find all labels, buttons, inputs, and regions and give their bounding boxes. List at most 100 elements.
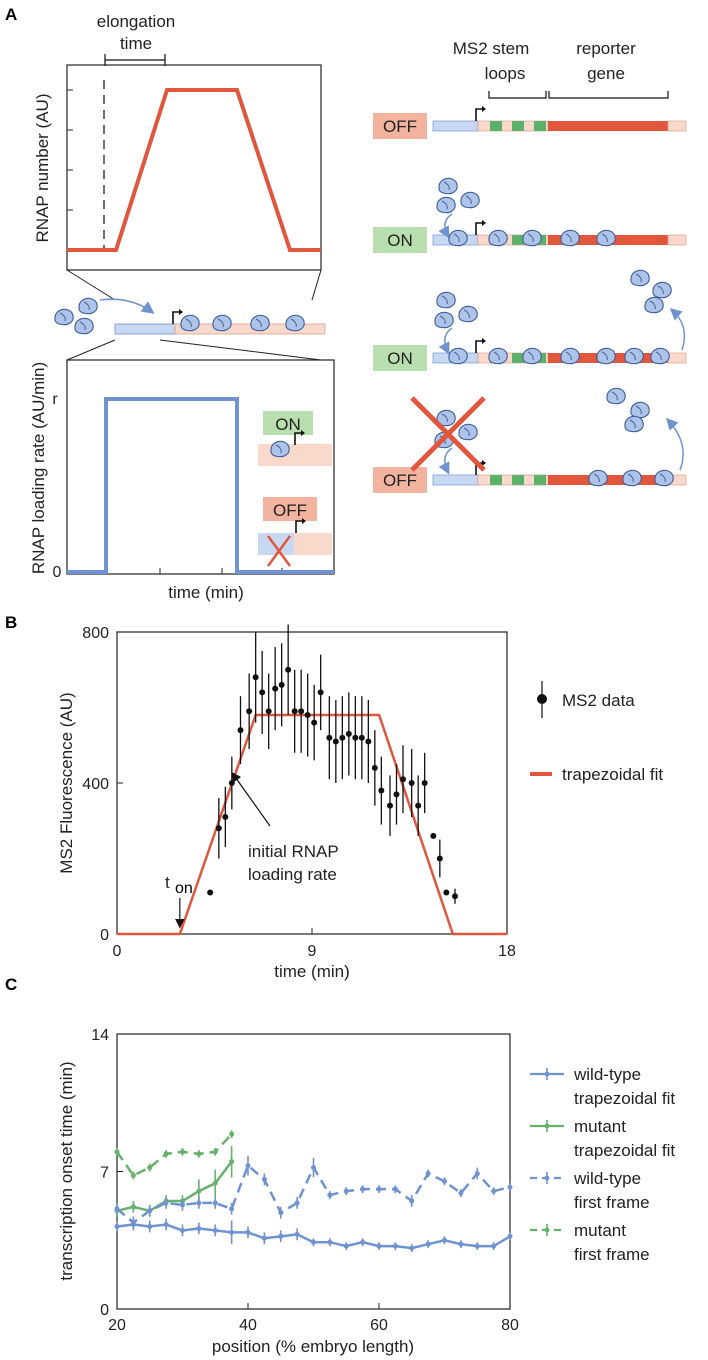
series-point [507, 1184, 513, 1190]
c-xtick-label: 60 [370, 1317, 388, 1334]
series-point [245, 1163, 251, 1169]
series-point [229, 1206, 235, 1212]
loading-rate-plot: r 0 RNAP loading rate (AU/min) time (min… [29, 359, 335, 602]
legend-label-line1: wild-type [573, 1169, 641, 1188]
series-point [229, 1159, 235, 1165]
series-point [311, 1239, 316, 1245]
series-point [343, 1188, 349, 1194]
series-point [163, 1222, 169, 1228]
series-point [147, 1224, 153, 1229]
ms2-data-point [365, 738, 372, 745]
b-xtick-label: 18 [498, 943, 516, 960]
series-point [278, 1233, 284, 1239]
series-point [130, 1172, 136, 1178]
series-point [294, 1231, 300, 1237]
state-row-1: OFF [373, 105, 687, 139]
legend-label-line2: trapezoidal fit [574, 1141, 675, 1160]
ms2-data-point [228, 780, 235, 786]
series-point [212, 1227, 218, 1233]
series-point [245, 1229, 251, 1235]
series-point [196, 1200, 202, 1206]
ms2-data-point [345, 730, 352, 737]
series-point [392, 1243, 398, 1249]
ms2-data-point [393, 791, 400, 798]
series-point [196, 1188, 202, 1194]
series-point [376, 1243, 382, 1249]
state-box [373, 227, 427, 253]
ms2-data-point [408, 780, 415, 786]
annotation-line1: initial RNAP [248, 842, 339, 861]
c-ytick-label: 7 [100, 1165, 109, 1182]
elongation-label-line1: elongation [97, 12, 175, 31]
b-ytick-label: 0 [100, 927, 109, 944]
series-line [116, 1160, 233, 1213]
ms2-data-point [265, 708, 272, 715]
legend-label-line2: trapezoidal fit [574, 1089, 675, 1108]
series-point [376, 1186, 382, 1192]
panel-b-ylabel: MS2 Fluorescence (AU) [57, 692, 76, 873]
ms2-data-point [339, 734, 346, 741]
ms2-data-point [252, 674, 259, 681]
c-ytick-label: 14 [91, 1027, 109, 1044]
series-point [311, 1165, 316, 1171]
series-point [474, 1170, 480, 1176]
c-xtick-label: 40 [239, 1317, 257, 1334]
ms2-data-point [421, 780, 428, 786]
series-point [278, 1210, 284, 1216]
reporter-label-line2: gene [587, 64, 625, 83]
series-point [343, 1243, 349, 1249]
series-point [360, 1239, 366, 1245]
ms2-data-point [332, 738, 339, 745]
ms2-data-point [326, 734, 333, 741]
state-row-4: OFF [373, 459, 687, 493]
series-1 [114, 1145, 235, 1217]
ton-t: t [165, 873, 170, 892]
series-point [409, 1198, 415, 1204]
legend-label-line2: first frame [574, 1193, 650, 1212]
panel-b-xlabel: time (min) [274, 962, 350, 981]
series-point [212, 1200, 218, 1206]
series-point [392, 1186, 398, 1192]
series-point [212, 1149, 218, 1155]
ms2-data-point [387, 802, 393, 809]
ms2-data-point [291, 708, 298, 715]
series-point [130, 1220, 136, 1226]
state-label: ON [387, 349, 413, 368]
rnap-number-axis-label: RNAP number (AU) [33, 94, 52, 243]
c-ytick-label: 0 [100, 1302, 109, 1319]
right-schematic: MS2 stem loops reporter gene OFF ON ON OFF [373, 39, 687, 493]
reporter-label-line1: reporter [576, 39, 636, 58]
legend-label-line1: wild-type [573, 1065, 641, 1084]
panel-c-legend: wild-type trapezoidal fit mutant trapezoida… [530, 1065, 675, 1264]
series-point [229, 1229, 235, 1235]
ms2-data-point [207, 889, 214, 896]
b-ytick-label: 800 [82, 625, 109, 642]
initial-loading-rate-annotation: initial RNAP loading rate [231, 772, 339, 884]
ms2-data-point [272, 685, 279, 692]
series-point [360, 1186, 366, 1192]
state-label: OFF [383, 117, 417, 136]
series-point [474, 1243, 480, 1249]
ms2-label-line2: loops [485, 64, 526, 83]
series-point [180, 1202, 185, 1208]
series-point [114, 1149, 120, 1155]
series-line [115, 1133, 233, 1178]
series-2 [114, 1155, 513, 1229]
ms2-data-point [304, 712, 311, 719]
ms2-data-point [259, 689, 266, 696]
panel-a-letter: A [5, 5, 17, 24]
series-point [180, 1149, 185, 1155]
inset-off-label: OFF [273, 501, 307, 520]
rnap-number-plot: RNAP number (AU) [33, 64, 322, 271]
legend-label-line2: first frame [574, 1245, 650, 1264]
ms2-data-point [352, 734, 359, 741]
series-point [425, 1170, 431, 1176]
ms2-data-point [278, 681, 285, 688]
b-xtick-label: 9 [308, 943, 317, 960]
legend-label-line1: mutant [574, 1221, 626, 1240]
series-point [196, 1151, 202, 1157]
series-point [507, 1233, 513, 1239]
b-ytick-label: 400 [82, 776, 109, 793]
panel-b-legend: MS2 data trapezoidal fit [530, 681, 663, 784]
